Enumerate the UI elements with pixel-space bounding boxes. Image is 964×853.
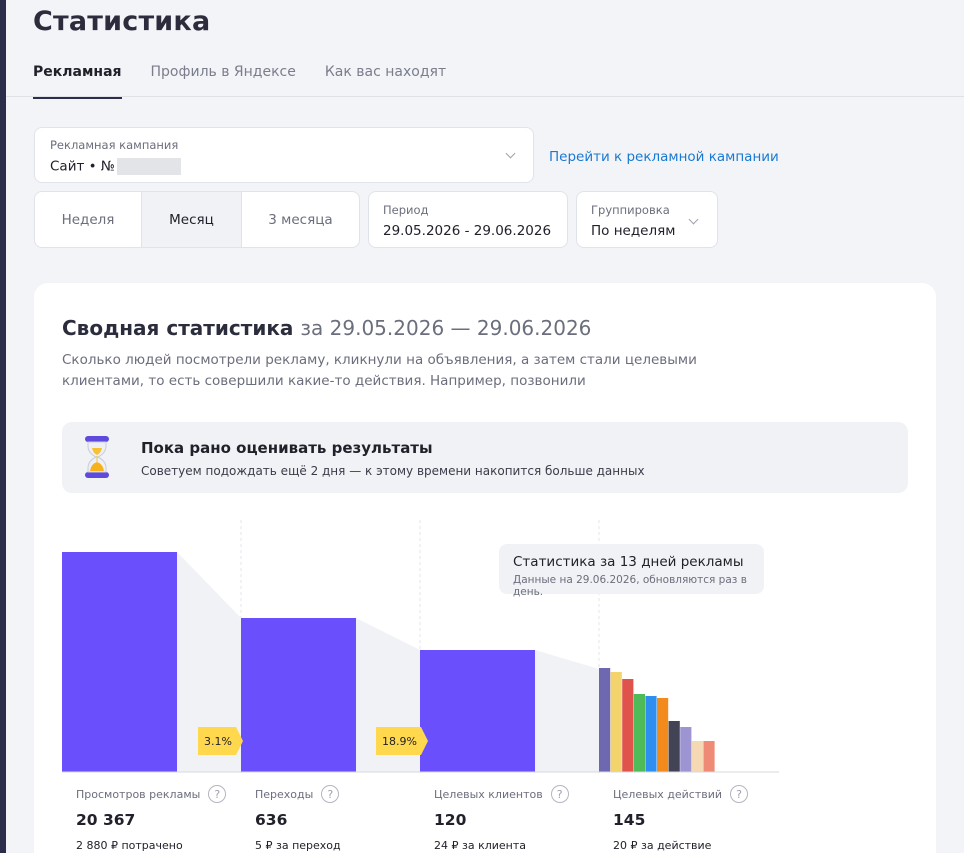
actions-breakdown-bar	[645, 696, 657, 772]
actions-breakdown-bar	[633, 694, 645, 772]
metric-label-text: Просмотров рекламы	[76, 787, 201, 801]
help-icon[interactable]: ?	[208, 785, 227, 803]
funnel-bar	[241, 618, 356, 772]
period-segmented-control: Неделя Месяц 3 месяца	[34, 191, 360, 248]
conversion-rate-label: 3.1%	[204, 735, 232, 748]
notice-text: Советуем подождать ещё 2 дня — к этому в…	[141, 464, 645, 478]
metric-label: Переходы?	[255, 785, 341, 803]
period-date-field[interactable]: Период 29.05.2026 - 29.06.2026	[368, 191, 568, 248]
conversion-badge	[376, 727, 428, 755]
tooltip-title: Статистика за 13 дней рекламы	[513, 554, 744, 570]
summary-card: Сводная статистика за 29.05.2026 — 29.06…	[34, 283, 936, 853]
tabs-divider	[6, 96, 964, 97]
funnel-bar	[420, 650, 535, 772]
metric-impressions: Просмотров рекламы? 20 367 2 880 ₽ потра…	[76, 785, 227, 852]
grouping-select[interactable]: Группировка По неделям	[576, 191, 718, 248]
actions-breakdown-bar	[703, 741, 715, 772]
hourglass-icon	[85, 436, 109, 478]
campaign-select-value: Сайт • №	[50, 158, 181, 175]
summary-description: Сколько людей посмотрели рекламу, кликну…	[62, 352, 697, 389]
go-to-campaign-link[interactable]: Перейти к рекламной кампании	[549, 149, 779, 165]
metric-clicks: Переходы? 636 5 ₽ за переход	[255, 785, 341, 852]
metric-sub: 5 ₽ за переход	[255, 839, 341, 852]
metric-value: 145	[613, 811, 646, 829]
actions-breakdown-bar	[622, 679, 634, 772]
period-3months-option[interactable]: 3 месяца	[268, 211, 333, 228]
summary-title: Сводная статистика за 29.05.2026 — 29.06…	[62, 316, 591, 340]
metric-sub: 20 ₽ за действие	[613, 839, 712, 852]
metric-value: 120	[434, 811, 467, 829]
actions-breakdown-bar	[680, 727, 692, 772]
grouping-label: Группировка	[591, 203, 670, 217]
tab-advertising[interactable]: Рекламная	[33, 64, 122, 99]
period-month-option[interactable]: Месяц	[141, 192, 242, 247]
actions-breakdown-bar	[657, 698, 669, 772]
notice-title: Пока рано оценивать результаты	[141, 439, 433, 457]
metric-value: 20 367	[76, 811, 136, 829]
metric-label: Целевых клиентов?	[434, 785, 569, 803]
tooltip-subtitle: Данные на 29.06.2026, обновляются раз в …	[513, 574, 747, 598]
help-icon[interactable]: ?	[550, 785, 569, 803]
metric-label: Целевых действий?	[613, 785, 749, 803]
actions-breakdown-bar	[691, 741, 703, 772]
metric-target-actions: Целевых действий? 145 20 ₽ за действие	[613, 785, 749, 852]
summary-date-range: за 29.05.2026 — 29.06.2026	[300, 316, 592, 340]
campaign-select[interactable]: Рекламная кампания Сайт • №	[34, 127, 534, 183]
actions-breakdown-bar	[668, 721, 680, 772]
help-icon[interactable]: ?	[730, 785, 749, 803]
campaign-select-label: Рекламная кампания	[50, 138, 179, 152]
period-date-value: 29.05.2026 - 29.06.2026	[383, 223, 552, 239]
funnel-connector	[535, 650, 599, 772]
metric-label-text: Целевых клиентов	[434, 787, 543, 801]
stats-tabs: Рекламная Профиль в Яндексе Как вас нахо…	[33, 64, 475, 99]
grouping-value: По неделям	[591, 223, 676, 239]
stats-days-tooltip: Статистика за 13 дней рекламы Данные на …	[499, 544, 764, 598]
metric-sub: 2 880 ₽ потрачено	[76, 839, 183, 852]
campaign-number-redacted	[116, 158, 181, 175]
campaign-name: Сайт • №	[50, 158, 115, 175]
actions-breakdown-bar	[610, 672, 622, 772]
metric-label: Просмотров рекламы?	[76, 785, 227, 803]
conversion-badge	[198, 727, 243, 755]
funnel-connector	[177, 552, 241, 772]
metric-sub: 24 ₽ за клиента	[434, 839, 527, 852]
chevron-down-icon	[688, 214, 699, 225]
funnel-bar	[62, 552, 177, 772]
tab-how-found[interactable]: Как вас находят	[324, 64, 447, 80]
period-week-option[interactable]: Неделя	[61, 211, 115, 228]
metric-label-text: Переходы	[255, 787, 314, 801]
early-results-notice: Пока рано оценивать результаты Советуем …	[62, 422, 908, 493]
period-date-label: Период	[383, 203, 429, 217]
actions-breakdown-bar	[599, 668, 611, 772]
tab-yandex-profile[interactable]: Профиль в Яндексе	[150, 64, 296, 80]
metric-value: 636	[255, 811, 288, 829]
help-icon[interactable]: ?	[321, 785, 340, 803]
summary-heading: Сводная статистика	[62, 316, 294, 340]
metric-target-clients: Целевых клиентов? 120 24 ₽ за клиента	[434, 785, 569, 852]
funnel-chart: 3.1% 18.9% Статистика за 13 дней рекламы …	[34, 515, 936, 853]
conversion-rate-label: 18.9%	[382, 735, 417, 748]
funnel-chart-svg: 3.1% 18.9%	[62, 520, 779, 773]
metric-label-text: Целевых действий	[613, 787, 723, 801]
page-title: Статистика	[33, 6, 211, 37]
chevron-down-icon	[505, 148, 516, 159]
left-edge-bar	[0, 0, 6, 853]
